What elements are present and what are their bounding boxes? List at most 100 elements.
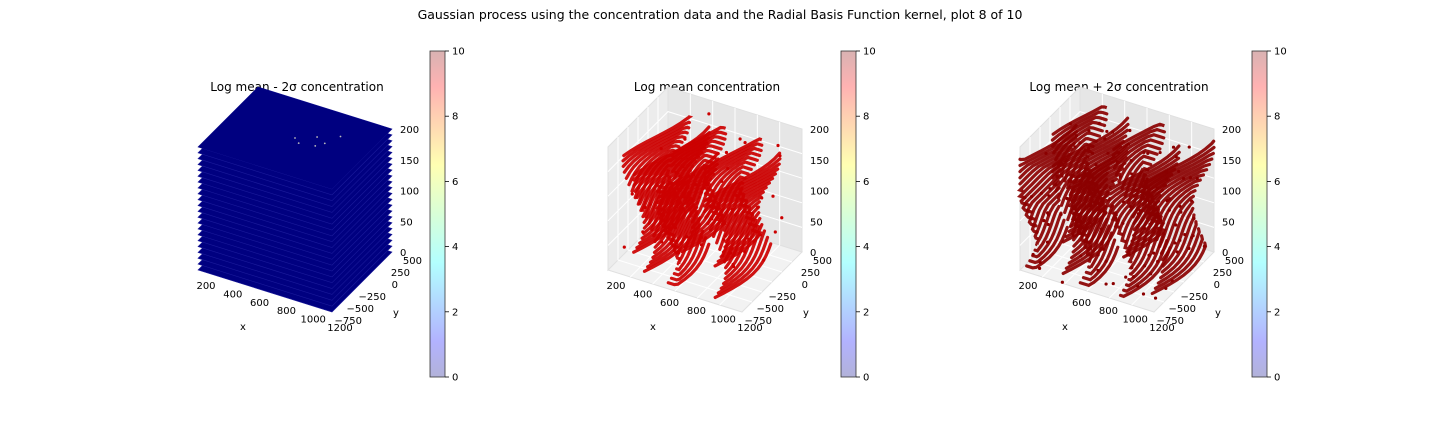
data-point-row bbox=[716, 235, 770, 295]
data-point-row bbox=[1054, 139, 1126, 193]
data-point bbox=[294, 137, 296, 139]
data-point-row bbox=[684, 163, 711, 206]
data-point bbox=[1134, 193, 1139, 197]
z-tick-label: 200 bbox=[1222, 125, 1241, 136]
data-point bbox=[671, 223, 676, 227]
data-point-row bbox=[1070, 182, 1115, 224]
data-point bbox=[1079, 186, 1083, 190]
data-point bbox=[1202, 244, 1207, 248]
data-point bbox=[1164, 286, 1168, 291]
data-point bbox=[1181, 176, 1186, 181]
data-points bbox=[1017, 105, 1216, 300]
data-point bbox=[1046, 212, 1051, 217]
data-point bbox=[773, 230, 777, 234]
data-point bbox=[1054, 183, 1058, 187]
data-point bbox=[1099, 246, 1104, 251]
data-point bbox=[1111, 130, 1115, 134]
data-point bbox=[780, 216, 784, 220]
data-point-row bbox=[1073, 187, 1112, 231]
data-point-row bbox=[672, 205, 699, 255]
data-point bbox=[1074, 208, 1078, 212]
colorbar-tick-label: 2 bbox=[1274, 307, 1280, 318]
data-point bbox=[1164, 177, 1168, 181]
colorbar-tick-label: 10 bbox=[452, 47, 465, 58]
data-point bbox=[738, 187, 742, 191]
data-point bbox=[1089, 203, 1093, 207]
data-point bbox=[622, 245, 626, 249]
data-point bbox=[743, 140, 747, 145]
data-point bbox=[1029, 194, 1034, 199]
data-point bbox=[778, 154, 782, 158]
x-tick-label: 200 bbox=[1018, 281, 1037, 292]
data-point bbox=[1145, 177, 1149, 181]
y-tick-label: 500 bbox=[1225, 256, 1244, 267]
data-point bbox=[695, 153, 699, 157]
data-point bbox=[648, 202, 652, 206]
data-point bbox=[1094, 162, 1098, 167]
data-point-row bbox=[1078, 245, 1120, 288]
colorbar-tick-label: 4 bbox=[1274, 242, 1280, 253]
data-point bbox=[1060, 174, 1064, 178]
z-tick-label: 50 bbox=[1222, 217, 1235, 228]
data-point-row bbox=[666, 242, 711, 287]
colorbar-tick-label: 2 bbox=[452, 307, 458, 318]
data-point bbox=[666, 211, 670, 215]
data-point-row bbox=[658, 181, 710, 224]
colorbar-tick-label: 6 bbox=[863, 177, 869, 188]
data-point bbox=[339, 135, 342, 138]
data-point bbox=[1124, 275, 1128, 279]
data-point bbox=[1146, 193, 1150, 197]
subplot-title: Log mean - 2σ concentration bbox=[210, 80, 383, 94]
colorbar-tick-label: 8 bbox=[452, 112, 458, 123]
data-point-row bbox=[721, 223, 764, 286]
data-point-row bbox=[674, 211, 699, 261]
x-tick-label: 1000 bbox=[300, 315, 325, 326]
data-point-row bbox=[1150, 241, 1208, 296]
data-point-row bbox=[630, 144, 681, 193]
data-point bbox=[1162, 183, 1166, 188]
data-point bbox=[758, 233, 762, 237]
data-point bbox=[728, 251, 733, 255]
data-point-row bbox=[1017, 157, 1068, 200]
data-point bbox=[1048, 187, 1052, 191]
y-tick-label: −250 bbox=[359, 292, 386, 303]
data-point bbox=[1192, 216, 1196, 221]
data-point bbox=[1133, 188, 1137, 193]
data-point bbox=[1141, 292, 1146, 296]
data-point bbox=[1087, 129, 1091, 133]
subplot-1: Log mean - 2σ concentration2004006008001… bbox=[196, 47, 464, 384]
data-point bbox=[1170, 279, 1174, 283]
data-point bbox=[1187, 145, 1191, 149]
data-point bbox=[1156, 259, 1160, 264]
data-point bbox=[706, 170, 710, 174]
data-point bbox=[1148, 207, 1153, 211]
data-point-row bbox=[672, 144, 723, 180]
data-point-row bbox=[1140, 145, 1216, 194]
data-point-row bbox=[1069, 161, 1127, 196]
data-point bbox=[1179, 210, 1183, 214]
data-point-row bbox=[681, 158, 714, 199]
x-tick-label: 400 bbox=[633, 289, 652, 300]
colorbar-tick-label: 6 bbox=[1274, 177, 1280, 188]
data-point-row bbox=[723, 216, 762, 281]
data-point bbox=[1100, 242, 1104, 246]
data-point bbox=[730, 207, 734, 212]
data-point-row bbox=[669, 135, 727, 168]
data-point bbox=[1183, 232, 1187, 237]
data-point-row bbox=[1068, 177, 1119, 217]
data-point-row bbox=[622, 130, 689, 174]
z-tick-label: 150 bbox=[1222, 156, 1241, 167]
data-point-row bbox=[657, 177, 713, 217]
colorbar-tick-label: 10 bbox=[863, 47, 876, 58]
data-point-row bbox=[688, 198, 721, 240]
data-point-row bbox=[1033, 192, 1061, 241]
data-point-row bbox=[1019, 162, 1065, 207]
data-point-row bbox=[1125, 199, 1161, 257]
data-point-row bbox=[1068, 150, 1129, 185]
z-tick-label: 50 bbox=[810, 217, 823, 228]
z-tick-label: 150 bbox=[810, 156, 829, 167]
colorbar-frame bbox=[429, 50, 446, 378]
x-tick-label: 1000 bbox=[1122, 315, 1147, 326]
data-point bbox=[1086, 146, 1091, 151]
data-point bbox=[694, 182, 698, 187]
